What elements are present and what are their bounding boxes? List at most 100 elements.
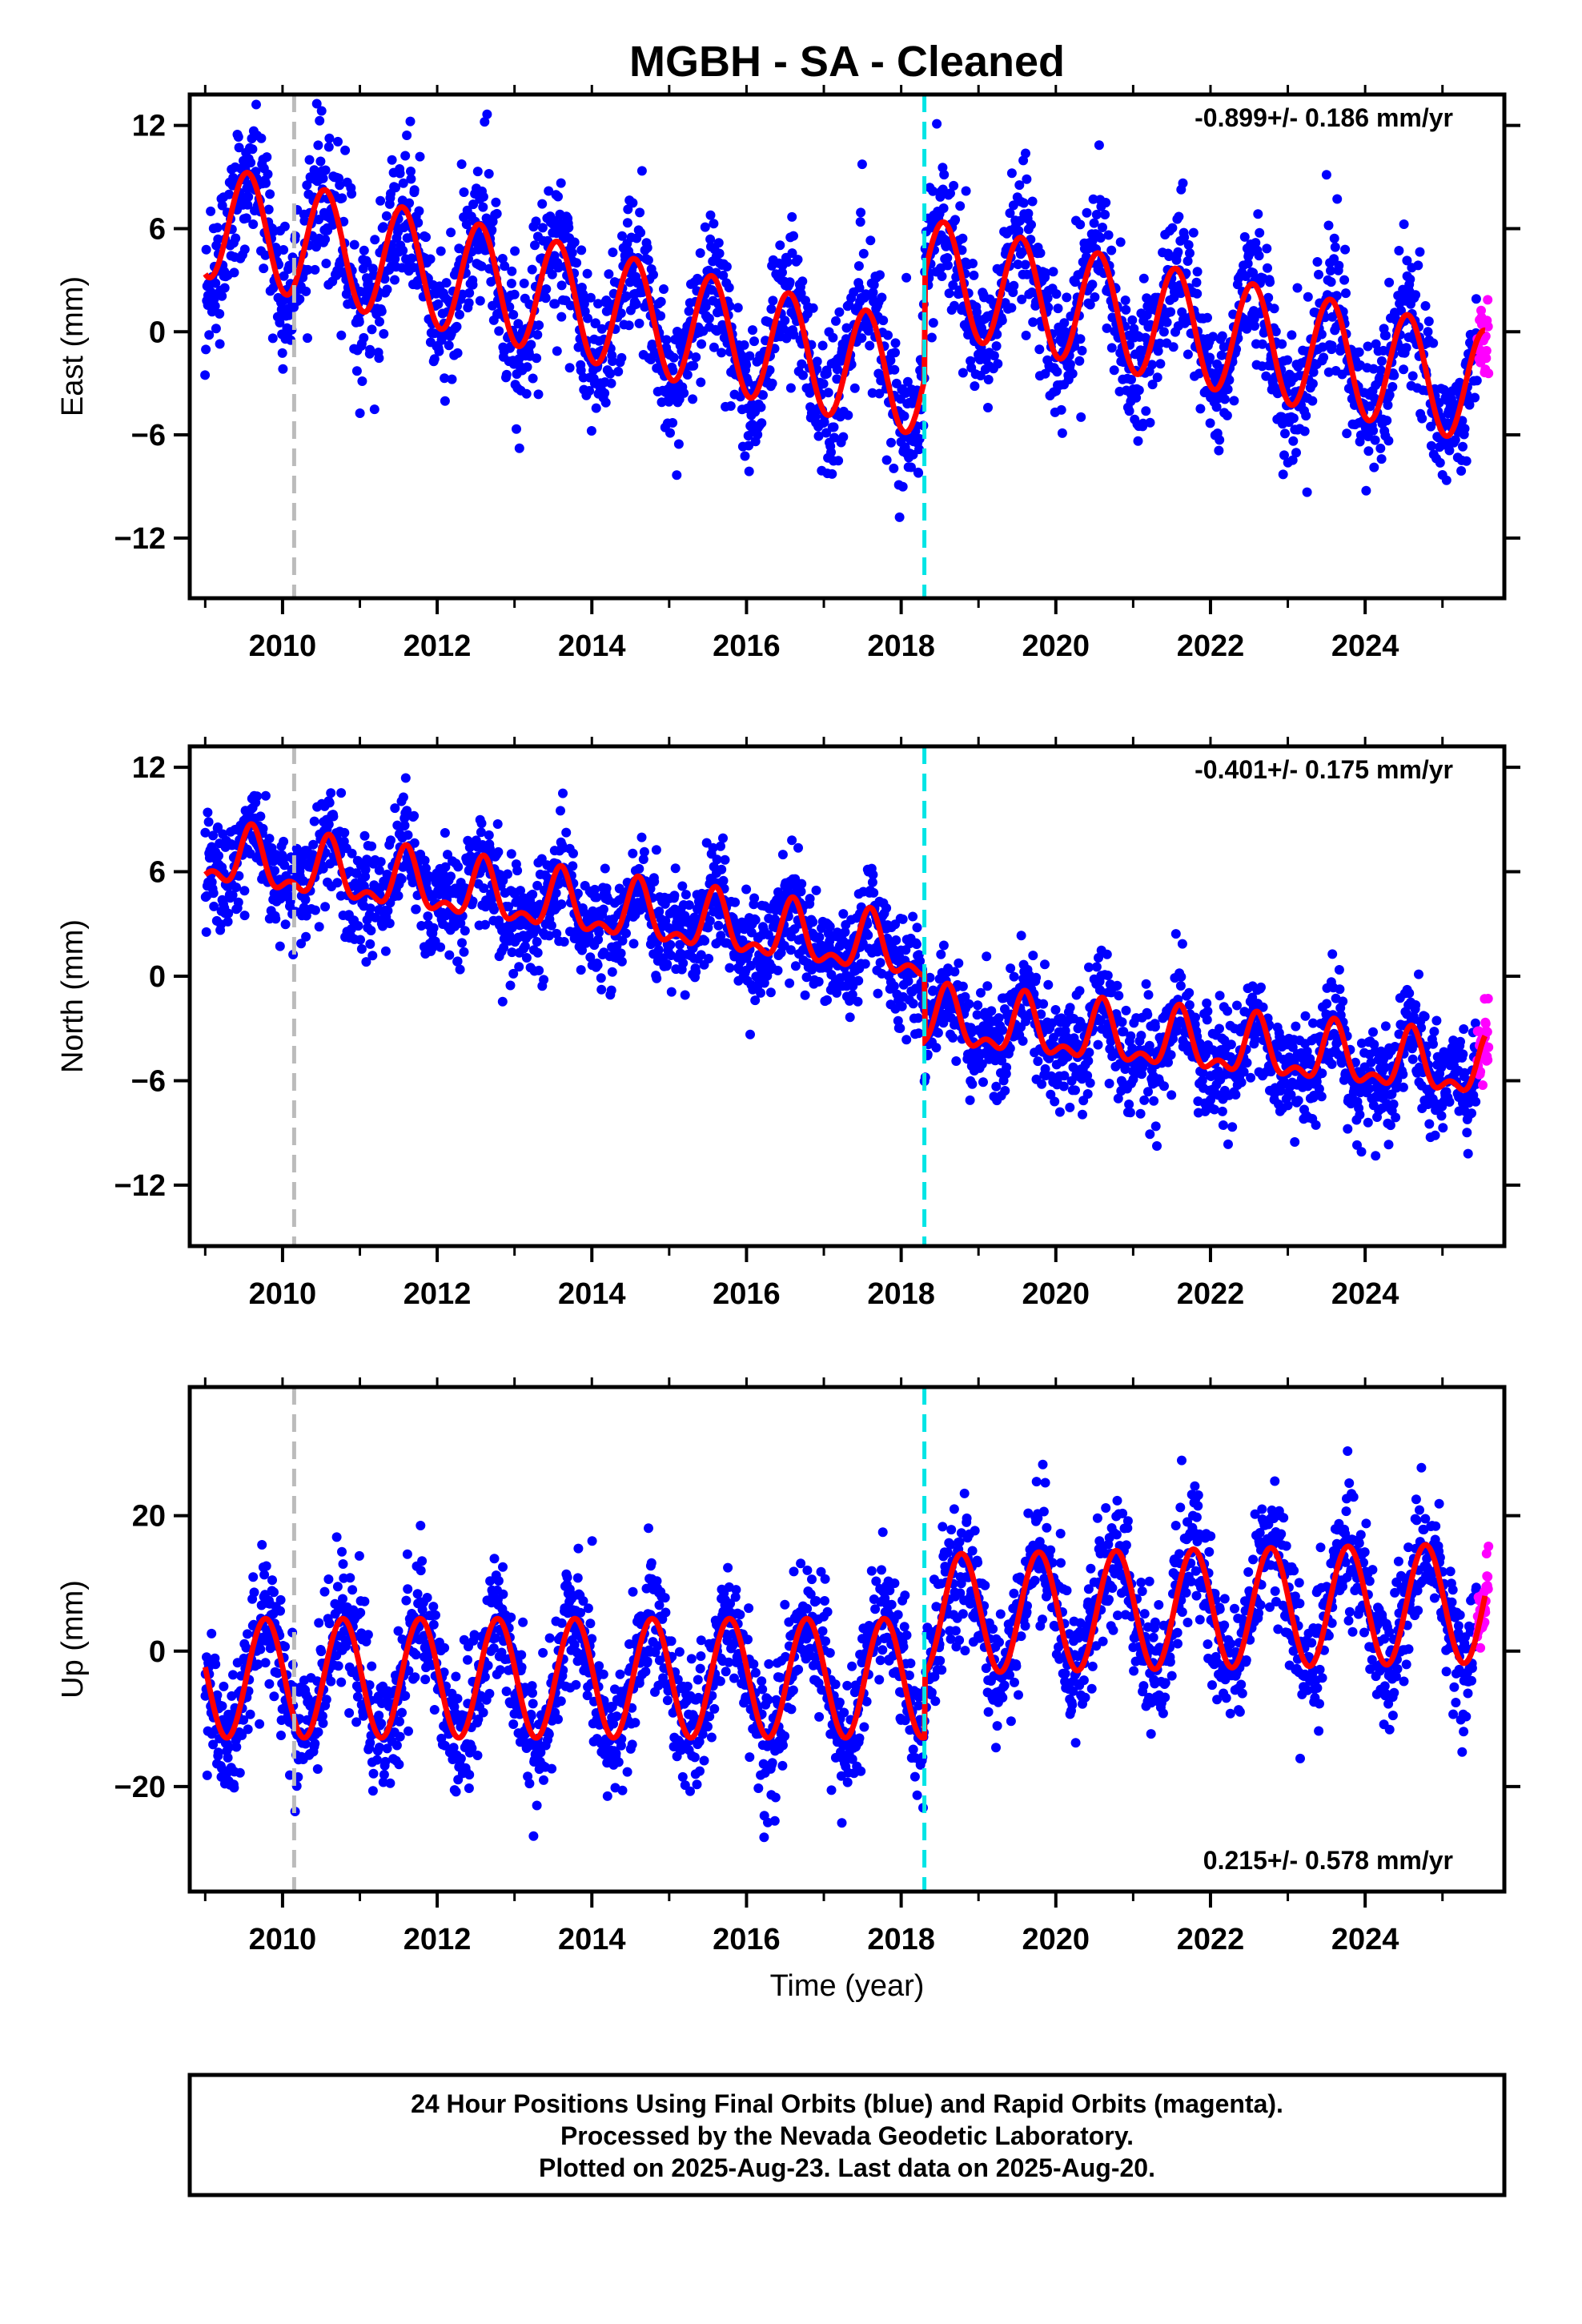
north-final-point (1202, 1015, 1212, 1025)
north-final-point (409, 810, 420, 821)
east-final-point (421, 232, 431, 243)
east-final-point (510, 246, 520, 256)
east-final-point (528, 373, 538, 384)
east-final-point (950, 215, 961, 225)
north-final-point (326, 788, 336, 798)
east-final-point (890, 338, 901, 348)
east-final-point (890, 348, 900, 358)
east-final-point (436, 246, 446, 256)
north-final-point (508, 968, 519, 979)
east-final-point (390, 275, 400, 285)
north-final-point (1121, 1005, 1131, 1015)
north-final-point (468, 896, 478, 907)
east-final-point (1340, 244, 1351, 255)
east-final-point (622, 218, 632, 228)
east-final-point (406, 174, 416, 184)
north-final-point (868, 870, 878, 880)
east-final-point (856, 207, 866, 218)
east-final-point (217, 291, 227, 301)
east-final-point (785, 383, 796, 393)
east-final-point (1027, 196, 1038, 207)
east-final-point (278, 364, 288, 374)
east-final-point (336, 330, 347, 340)
north-final-point (1317, 1068, 1327, 1079)
north-final-point (504, 931, 515, 941)
east-ytick-label: 12 (132, 110, 166, 143)
east-final-point (1283, 355, 1293, 365)
east-final-point (656, 311, 666, 321)
east-final-point (1402, 255, 1412, 266)
east-final-point (1342, 428, 1352, 439)
east-final-point (1075, 334, 1086, 344)
east-final-point (775, 240, 785, 251)
east-final-point (1411, 290, 1421, 300)
east-final-point (464, 287, 475, 298)
east-final-point (1375, 365, 1386, 376)
north-final-point (255, 811, 266, 822)
north-final-point (982, 981, 993, 991)
east-final-point (391, 183, 400, 193)
east-final-point (817, 340, 828, 351)
north-final-point (1102, 971, 1113, 980)
north-final-point (1002, 1062, 1012, 1072)
north-final-point (402, 806, 412, 816)
east-final-point (1152, 372, 1162, 383)
north-final-point (1203, 1006, 1213, 1016)
north-final-point (576, 965, 586, 975)
east-final-point (303, 333, 312, 344)
east-final-point (1057, 428, 1067, 438)
north-final-point (1112, 980, 1122, 991)
east-final-point (1303, 292, 1313, 302)
north-final-point (296, 939, 307, 949)
east-final-point (268, 283, 279, 293)
east-final-point (1174, 211, 1184, 222)
north-final-point (596, 973, 606, 983)
north-final-point (628, 939, 639, 949)
east-final-point (527, 264, 537, 275)
east-final-point (1017, 294, 1027, 304)
east-final-point (841, 323, 852, 333)
east-final-point (1018, 247, 1027, 257)
east-final-point (1375, 372, 1385, 382)
east-final-point (552, 346, 562, 356)
east-final-point (320, 165, 331, 175)
east-final-point (414, 206, 424, 216)
east-final-point (224, 189, 235, 199)
north-final-point (978, 1077, 988, 1088)
east-final-point (494, 326, 504, 336)
north-final-point (1135, 1108, 1146, 1119)
east-final-point (303, 264, 313, 275)
north-final-point (1209, 1104, 1219, 1115)
north-final-point (380, 946, 391, 956)
north-final-point (1217, 1106, 1227, 1116)
east-final-point (248, 219, 259, 229)
north-final-point (1166, 1090, 1177, 1100)
north-final-point (456, 918, 466, 928)
east-final-point (251, 99, 261, 110)
east-final-point (600, 397, 611, 408)
east-final-point (590, 318, 600, 328)
east-final-point (532, 330, 543, 340)
east-rapid-point (1483, 295, 1493, 305)
east-final-point (201, 244, 211, 255)
east-final-point (1428, 338, 1439, 348)
north-final-point (1223, 1006, 1233, 1016)
north-final-point (489, 904, 499, 915)
north-final-point (1040, 959, 1050, 970)
east-final-point (673, 439, 684, 449)
east-final-point (701, 301, 711, 312)
east-final-point (585, 292, 596, 303)
east-final-point (211, 278, 221, 288)
north-final-point (973, 1000, 983, 1011)
east-final-point (1426, 440, 1436, 451)
north-final-point (681, 890, 691, 900)
north-final-point (777, 850, 788, 860)
east-final-point (1417, 413, 1427, 424)
east-final-point (1280, 428, 1290, 439)
east-final-point (1383, 436, 1394, 446)
east-final-point (376, 306, 387, 316)
east-final-point (263, 169, 273, 179)
north-final-point (504, 902, 514, 912)
east-final-point (689, 360, 699, 371)
